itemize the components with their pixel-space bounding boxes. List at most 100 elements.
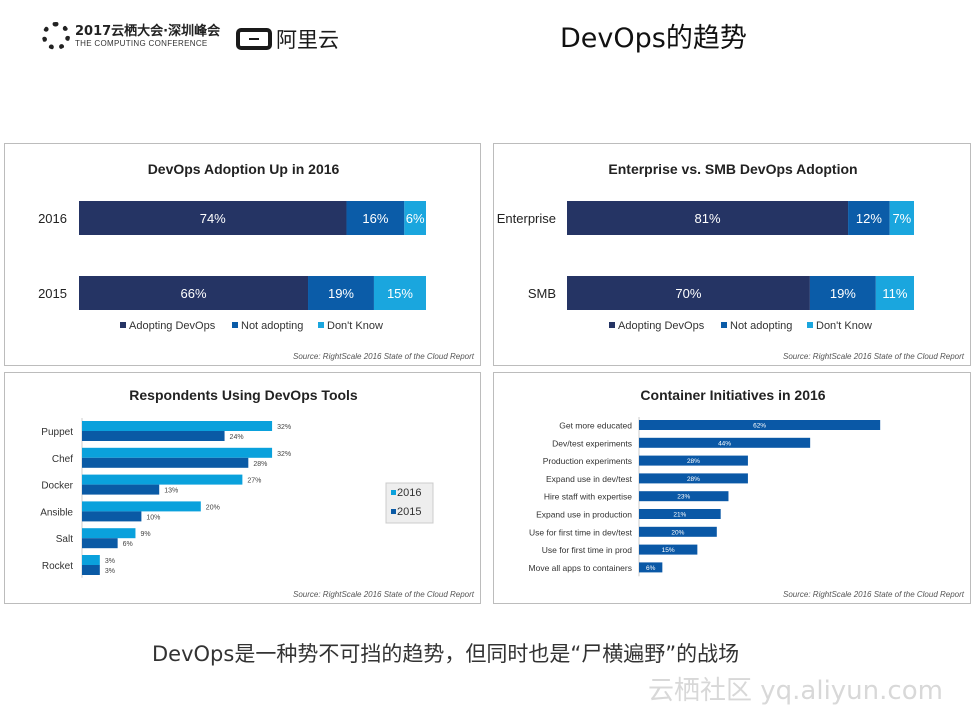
bar-segment	[875, 276, 914, 310]
data-label: 44%	[718, 440, 731, 447]
conference-logo-icon	[42, 22, 70, 50]
data-label: 20%	[671, 529, 684, 536]
category-label: Puppet	[41, 427, 73, 438]
category-label: Move all apps to containers	[529, 563, 632, 573]
bar	[82, 474, 243, 485]
legend-label: Not adopting	[241, 320, 303, 332]
conference-logo-line2: THE COMPUTING CONFERENCE	[75, 38, 208, 48]
legend-swatch	[807, 322, 813, 328]
data-label: 66%	[180, 286, 206, 301]
category-label: Salt	[56, 534, 73, 545]
data-label: 13%	[164, 488, 178, 495]
bar-segment	[567, 201, 849, 235]
data-label: 20%	[206, 504, 220, 511]
data-label: 62%	[753, 423, 766, 430]
category-label: Use for first time in prod	[542, 545, 632, 555]
data-label: 10%	[146, 514, 160, 521]
bar-segment	[567, 276, 810, 310]
bar-segment	[809, 276, 876, 310]
legend-swatch	[391, 490, 396, 495]
category-label: Get more educated	[559, 421, 632, 431]
category-label: Docker	[41, 481, 73, 492]
bar	[639, 544, 698, 555]
data-label: 15%	[387, 286, 413, 301]
bar	[639, 509, 721, 519]
data-label: 3%	[105, 568, 115, 575]
bar-segment	[373, 276, 426, 310]
category-label: SMB	[528, 286, 556, 301]
conference-logo-line1: 2017云栖大会·深圳峰会	[75, 23, 221, 39]
data-label: 28%	[687, 458, 700, 465]
category-label: Expand use in dev/test	[546, 474, 633, 484]
legend-box	[385, 482, 434, 524]
category-label: Production experiments	[543, 456, 632, 466]
bar-segment	[404, 201, 426, 235]
category-label: 2016	[38, 211, 67, 226]
data-label: 23%	[677, 494, 690, 501]
legend-label: 2015	[397, 506, 421, 518]
bar	[639, 562, 663, 573]
category-label: Enterprise	[497, 211, 556, 226]
legend-swatch	[609, 322, 615, 328]
bar-segment	[79, 201, 347, 235]
bar	[639, 473, 748, 484]
bar-segment	[346, 201, 405, 235]
data-label: 27%	[247, 478, 261, 485]
chart-source: Source: RightScale 2016 State of the Clo…	[293, 590, 475, 599]
bar	[639, 491, 729, 502]
data-label: 19%	[830, 286, 856, 301]
data-label: 9%	[140, 531, 150, 538]
aliyun-logo-icon	[236, 28, 272, 50]
computing-conference-logo: 2017云栖大会·深圳峰会 THE COMPUTING CONFERENCE	[42, 22, 220, 50]
data-label: 70%	[675, 286, 701, 301]
legend-label: 2016	[397, 487, 421, 499]
chart-source: Source: RightScale 2016 State of the Clo…	[783, 590, 965, 599]
slide-caption: DevOps是一种势不可挡的趋势，但同时也是“尸横遍野”的战场	[152, 642, 740, 666]
category-label: Expand use in production	[536, 510, 632, 520]
data-label: 6%	[406, 211, 425, 226]
bar-segment	[308, 276, 374, 310]
bar	[82, 501, 201, 512]
bar	[639, 526, 717, 537]
data-label: 6%	[646, 565, 656, 572]
bar	[82, 421, 273, 431]
data-label: 19%	[328, 286, 354, 301]
data-label: 6%	[123, 541, 133, 548]
category-label: Chef	[52, 454, 73, 465]
chart-title: DevOps Adoption Up in 2016	[148, 161, 340, 177]
category-label: Dev/test experiments	[552, 438, 632, 448]
chart-source: Source: RightScale 2016 State of the Clo…	[783, 352, 965, 361]
chart-title: Respondents Using DevOps Tools	[129, 387, 358, 403]
data-label: 11%	[882, 286, 907, 301]
data-label: 21%	[673, 512, 686, 519]
data-label: 12%	[856, 211, 882, 226]
watermark: 云栖社区 yq.aliyun.com	[648, 676, 943, 706]
bar-segment	[79, 276, 309, 310]
chart-enterprise-vs-smb: Enterprise vs. SMB DevOps Adoption Source…	[493, 143, 971, 366]
chart-container-initiatives: Container Initiatives in 2016 Source: Rig…	[493, 372, 971, 604]
bar	[82, 511, 142, 522]
legend-swatch	[391, 509, 396, 514]
data-label: 3%	[105, 558, 115, 565]
bar-segment	[889, 201, 914, 235]
bar	[82, 447, 273, 458]
data-label: 24%	[230, 434, 244, 441]
data-label: 28%	[253, 461, 267, 468]
data-label: 15%	[662, 547, 675, 554]
category-label: 2015	[38, 286, 67, 301]
bar	[82, 565, 100, 575]
legend-label: Don't Know	[816, 320, 872, 332]
bar	[82, 555, 100, 565]
legend-swatch	[232, 322, 238, 328]
legend-label: Don't Know	[327, 320, 383, 332]
category-label: Rocket	[42, 561, 73, 572]
chart-title: Enterprise vs. SMB DevOps Adoption	[608, 161, 857, 177]
bar-segment	[848, 201, 890, 235]
slide-title: DevOps的趋势	[560, 23, 747, 54]
data-label: 7%	[892, 211, 911, 226]
data-label: 32%	[277, 424, 291, 431]
aliyun-logo-text: 阿里云	[276, 28, 339, 52]
aliyun-logo: 阿里云	[236, 24, 339, 54]
legend-swatch	[721, 322, 727, 328]
bar	[639, 420, 881, 430]
